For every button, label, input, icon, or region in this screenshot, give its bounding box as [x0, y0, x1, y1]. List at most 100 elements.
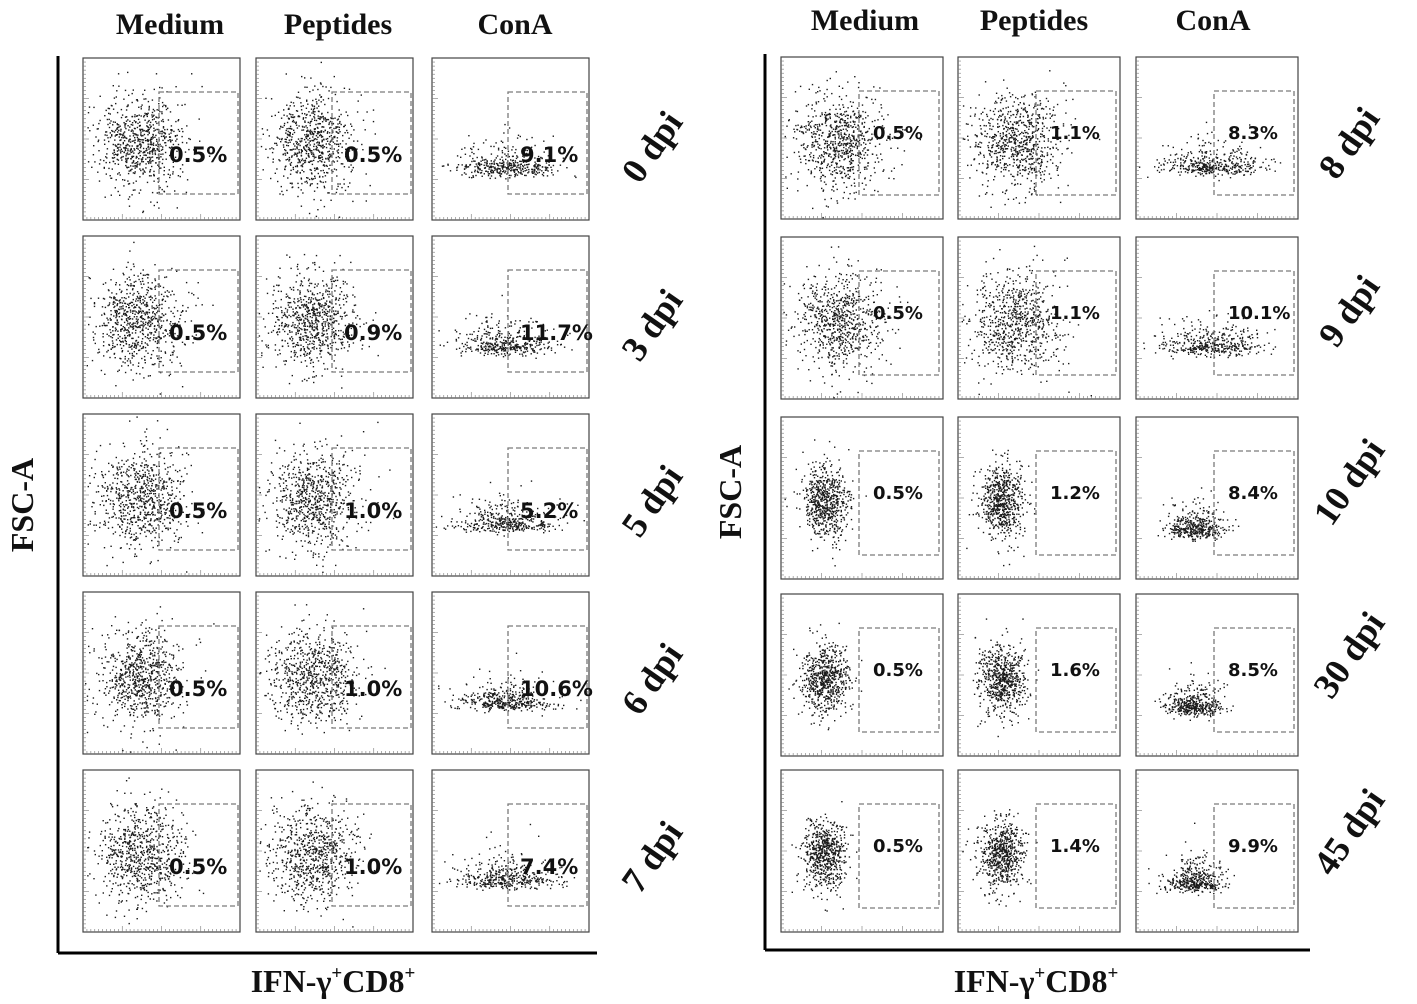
gate-region — [158, 803, 239, 907]
cell-events — [258, 421, 395, 573]
plot-frame — [780, 593, 944, 757]
row-label-10-dpi: 10 dpi — [1305, 431, 1392, 532]
row-label-3-dpi: 3 dpi — [613, 282, 690, 368]
row-label-0-dpi: 0 dpi — [613, 104, 690, 190]
dot-plot-peptides-7-dpi: 1.0% — [255, 769, 414, 933]
gate-percentage: 10.6% — [520, 677, 593, 701]
gate-percentage: 0.5% — [169, 855, 227, 879]
y-axis-label: FSC-A — [712, 445, 748, 539]
axis-ticks — [958, 597, 1117, 756]
axis-ticks — [432, 773, 586, 932]
x-axis-label-base: IFN-γ — [954, 963, 1035, 999]
cell-events — [438, 823, 576, 891]
axis-ticks — [781, 773, 940, 932]
dot-plot-cona-30-dpi: 8.5% — [1135, 593, 1299, 757]
plot-frame — [780, 56, 944, 220]
gate-region — [1213, 803, 1295, 909]
plot-frame — [1135, 769, 1299, 933]
gate-region — [858, 450, 940, 556]
dot-plot-peptides-10-dpi: 1.2% — [957, 416, 1121, 580]
axis-ticks — [432, 61, 586, 220]
axis-ticks — [256, 773, 410, 932]
cell-events — [784, 71, 921, 219]
cell-events — [784, 439, 867, 567]
gate-region — [1213, 450, 1295, 556]
dot-plot-cona-3-dpi: 11.7% — [431, 235, 593, 399]
cell-events — [259, 604, 386, 735]
plot-frame — [431, 57, 590, 221]
gate-region — [1035, 627, 1117, 733]
axis-ticks — [1136, 60, 1295, 219]
axis-ticks — [1136, 773, 1295, 932]
cell-events — [86, 241, 223, 395]
dot-plot-cona-45-dpi: 9.9% — [1135, 769, 1299, 933]
gate-region — [507, 269, 588, 373]
plot-frame — [82, 769, 241, 933]
plot-frame — [431, 235, 590, 399]
gate-percentage: 8.5% — [1228, 660, 1278, 681]
gate-region — [507, 625, 588, 729]
column-header-cona: ConA — [1175, 4, 1250, 37]
gate-percentage: 8.3% — [1228, 123, 1278, 144]
column-header-peptides: Peptides — [980, 4, 1088, 37]
cell-events — [791, 801, 860, 912]
dot-plot-peptides-30-dpi: 1.6% — [957, 593, 1121, 757]
cell-events — [87, 71, 211, 214]
gate-percentage: 0.5% — [169, 677, 227, 701]
gate-region — [858, 270, 940, 376]
gate-region — [507, 447, 588, 551]
gate-region — [158, 625, 239, 729]
dot-plot-medium-3-dpi: 0.5% — [82, 235, 241, 399]
gate-percentage: 1.6% — [1050, 660, 1100, 681]
gate-percentage: 0.5% — [169, 499, 227, 523]
row-label-30-dpi: 30 dpi — [1305, 604, 1392, 705]
cell-events — [87, 416, 205, 573]
axis-ticks — [958, 420, 1117, 579]
plot-frame — [82, 57, 241, 221]
cell-events — [783, 246, 909, 399]
cell-events — [1138, 121, 1282, 182]
dot-plot-peptides-45-dpi: 1.4% — [957, 769, 1121, 933]
x-axis-label-sup1: + — [1034, 963, 1045, 984]
cell-events — [1157, 487, 1240, 542]
cell-events — [966, 449, 1036, 567]
gate-region — [331, 269, 412, 373]
axis-ticks — [1136, 420, 1295, 579]
column-header-peptides: Peptides — [284, 8, 392, 41]
x-axis-label-sup1: + — [331, 963, 342, 984]
column-header-medium: Medium — [116, 8, 224, 41]
gate-region — [1035, 450, 1117, 556]
dot-plot-cona-0-dpi: 9.1% — [431, 57, 590, 221]
axis-ticks — [256, 595, 410, 754]
axis-ticks — [83, 61, 237, 220]
dot-plot-peptides-8-dpi: 1.1% — [957, 56, 1121, 220]
row-label-45-dpi: 45 dpi — [1305, 781, 1392, 882]
plot-frame — [82, 413, 241, 577]
dot-plot-cona-6-dpi: 10.6% — [431, 591, 593, 755]
axis-ticks — [1136, 597, 1295, 756]
gate-percentage: 5.2% — [520, 499, 578, 523]
gate-region — [858, 803, 940, 909]
row-label-5-dpi: 5 dpi — [613, 458, 690, 544]
axis-ticks — [781, 60, 940, 219]
dot-plot-medium-5-dpi: 0.5% — [82, 413, 241, 577]
plot-frame — [431, 769, 590, 933]
gate-region — [158, 447, 239, 551]
cell-events — [438, 294, 573, 359]
gate-percentage: 1.0% — [344, 677, 402, 701]
plot-frame — [780, 236, 944, 400]
gate-percentage: 0.5% — [873, 836, 923, 857]
gate-region — [1213, 627, 1295, 733]
axis-ticks — [83, 773, 237, 932]
axis-ticks — [432, 239, 586, 398]
cell-events — [87, 777, 205, 925]
dot-plot-medium-30-dpi: 0.5% — [780, 593, 944, 757]
gate-region — [858, 627, 940, 733]
gate-percentage: 1.0% — [344, 499, 402, 523]
plot-frame — [1135, 593, 1299, 757]
axis-ticks — [256, 61, 410, 220]
dot-plot-medium-8-dpi: 0.5% — [780, 56, 944, 220]
plot-frame — [1135, 416, 1299, 580]
y-axis-label: FSC-A — [4, 458, 40, 552]
